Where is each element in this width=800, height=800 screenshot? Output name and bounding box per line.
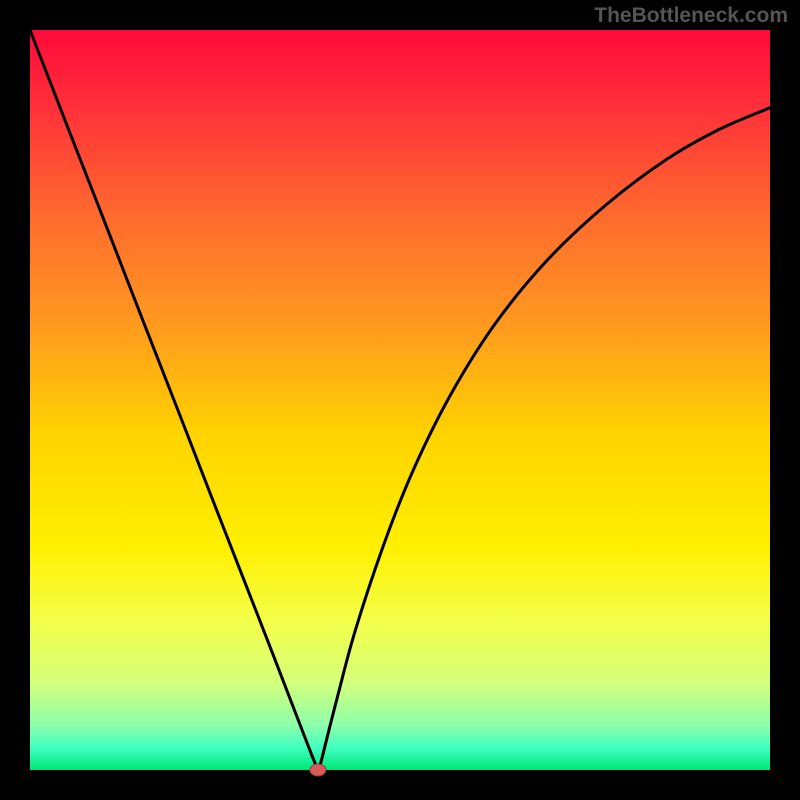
heat-gradient xyxy=(30,30,770,770)
bottleneck-chart xyxy=(0,0,800,800)
minimum-marker xyxy=(310,764,326,776)
chart-wrap: TheBottleneck.com xyxy=(0,0,800,800)
watermark: TheBottleneck.com xyxy=(594,4,788,28)
